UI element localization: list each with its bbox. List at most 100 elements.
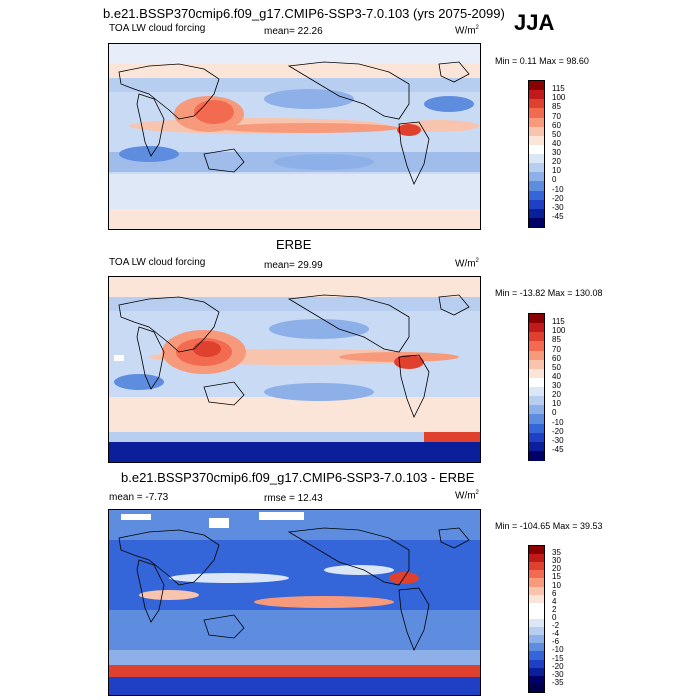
colorbar-tick-label: 2 xyxy=(552,604,557,614)
colorbar-segment xyxy=(529,405,544,415)
colorbar-segment xyxy=(529,450,544,461)
colorbar-tick-label: 115 xyxy=(552,84,565,94)
colorbar-segment xyxy=(529,199,544,210)
colorbar-tick-label: 0 xyxy=(552,408,557,418)
colorbar-segment xyxy=(529,659,544,669)
colorbar-tick-label: -35 xyxy=(552,677,564,687)
panel1-variable-label: TOA LW cloud forcing xyxy=(109,23,206,34)
colorbar-tick-label: 15 xyxy=(552,572,561,582)
colorbar-tick-label: 70 xyxy=(552,344,561,354)
panel1-mean-label: mean= 22.26 xyxy=(264,26,323,37)
colorbar-tick-label: -4 xyxy=(552,629,560,639)
panel2-mean-label: mean= 29.99 xyxy=(264,260,323,271)
colorbar-segment xyxy=(529,627,544,636)
colorbar-tick-label: 20 xyxy=(552,390,561,400)
panel3-subtitle: b.e21.BSSP370cmip6.f09_g17.CMIP6-SSP3-7.… xyxy=(121,470,475,485)
panel3-mean-label: mean = -7.73 xyxy=(109,492,169,503)
colorbar-segment xyxy=(529,99,544,109)
colorbar-segment xyxy=(529,108,544,118)
colorbar-segment xyxy=(529,396,544,406)
colorbar-tick-label: 10 xyxy=(552,580,561,590)
colorbar-segment xyxy=(529,554,544,563)
colorbar-tick-label: 50 xyxy=(552,129,561,139)
colorbar-segment xyxy=(529,314,544,324)
colorbar-tick-label: -6 xyxy=(552,637,560,647)
colorbar-segment xyxy=(529,594,544,604)
panel2-subtitle: ERBE xyxy=(276,237,312,252)
colorbar-segment xyxy=(529,667,544,677)
colorbar-segment xyxy=(529,387,544,397)
colorbar-segment xyxy=(529,126,544,137)
colorbar-tick-label: 100 xyxy=(552,93,566,103)
colorbar-segment xyxy=(529,368,544,379)
colorbar-segment xyxy=(529,675,544,685)
colorbar-tick-label: 60 xyxy=(552,353,561,363)
panel3-map xyxy=(108,509,481,696)
colorbar-segment xyxy=(529,217,544,228)
colorbar-segment xyxy=(529,651,544,661)
colorbar-segment xyxy=(529,81,544,91)
colorbar-tick-label: -20 xyxy=(552,661,564,671)
colorbar-segment xyxy=(529,432,544,443)
colorbar-tick-label: 35 xyxy=(552,548,561,558)
colorbar-segment xyxy=(529,341,544,351)
colorbar-tick-label: 0 xyxy=(552,613,557,622)
colorbar-tick-label: 4 xyxy=(552,596,557,606)
colorbar-tick-label: 20 xyxy=(552,157,561,167)
colorbar-segment xyxy=(529,570,544,579)
colorbar-tick-label: -45 xyxy=(552,211,564,221)
colorbar-segment xyxy=(529,586,544,596)
colorbar-segment xyxy=(529,332,544,342)
colorbar-tick-label: 85 xyxy=(552,335,561,345)
colorbar-segment xyxy=(529,602,544,612)
colorbar-segment xyxy=(529,619,544,628)
colorbar-tick-label: 6 xyxy=(552,588,557,598)
colorbar-tick-label: 30 xyxy=(552,381,561,390)
colorbar-segment xyxy=(529,635,544,644)
colorbar-tick-label: 100 xyxy=(552,326,566,336)
colorbar-segment xyxy=(529,323,544,333)
colorbar-tick-label: 40 xyxy=(552,371,561,381)
colorbar-tick-label: 115 xyxy=(552,317,565,327)
colorbar-segment xyxy=(529,144,544,155)
colorbar-segment xyxy=(529,172,544,182)
colorbar-tick-label: 60 xyxy=(552,120,561,130)
colorbar-tick-label: 50 xyxy=(552,362,561,372)
colorbar-segment xyxy=(529,154,544,164)
colorbar-tick-label: -10 xyxy=(552,417,564,427)
colorbar-tick-label: 30 xyxy=(552,556,561,566)
colorbar-tick-label: -20 xyxy=(552,426,564,436)
colorbar-tick-label: 10 xyxy=(552,166,561,176)
colorbar-tick-label: -20 xyxy=(552,193,564,203)
colorbar-segment xyxy=(529,562,544,571)
panel2-variable-label: TOA LW cloud forcing xyxy=(109,257,206,268)
colorbar-tick-label: -30 xyxy=(552,202,564,212)
season-label: JJA xyxy=(514,10,555,35)
colorbar-tick-label: 20 xyxy=(552,564,561,574)
colorbar-tick-label: -10 xyxy=(552,645,564,655)
colorbar-segment xyxy=(529,683,544,693)
colorbar-segment xyxy=(529,190,544,201)
colorbar-segment xyxy=(529,610,544,620)
figure-title: b.e21.BSSP370cmip6.f09_g17.CMIP6-SSP3-7.… xyxy=(103,6,505,21)
colorbar-tick-label: 30 xyxy=(552,148,561,157)
colorbar-segment xyxy=(529,414,544,424)
panel3-rmse-label: rmse = 12.43 xyxy=(264,493,323,504)
colorbar-tick-label: 85 xyxy=(552,102,561,112)
panel2-map xyxy=(108,276,481,463)
colorbar-segment xyxy=(529,163,544,173)
colorbar-tick-label: 10 xyxy=(552,399,561,409)
colorbar-segment xyxy=(529,350,544,361)
colorbar-segment xyxy=(529,135,544,146)
colorbar-segment xyxy=(529,423,544,434)
colorbar-tick-label: -30 xyxy=(552,669,564,679)
colorbar-segment xyxy=(529,208,544,219)
colorbar-segment xyxy=(529,117,544,128)
colorbar-tick-label: -30 xyxy=(552,435,564,445)
colorbar-tick-label: -45 xyxy=(552,444,564,454)
colorbar-segment xyxy=(529,643,544,652)
colorbar-segment xyxy=(529,441,544,452)
panel1-map xyxy=(108,43,481,230)
colorbar-tick-label: 0 xyxy=(552,175,557,185)
panel1-minmax: Min = 0.11 Max = 98.60 xyxy=(495,56,589,66)
